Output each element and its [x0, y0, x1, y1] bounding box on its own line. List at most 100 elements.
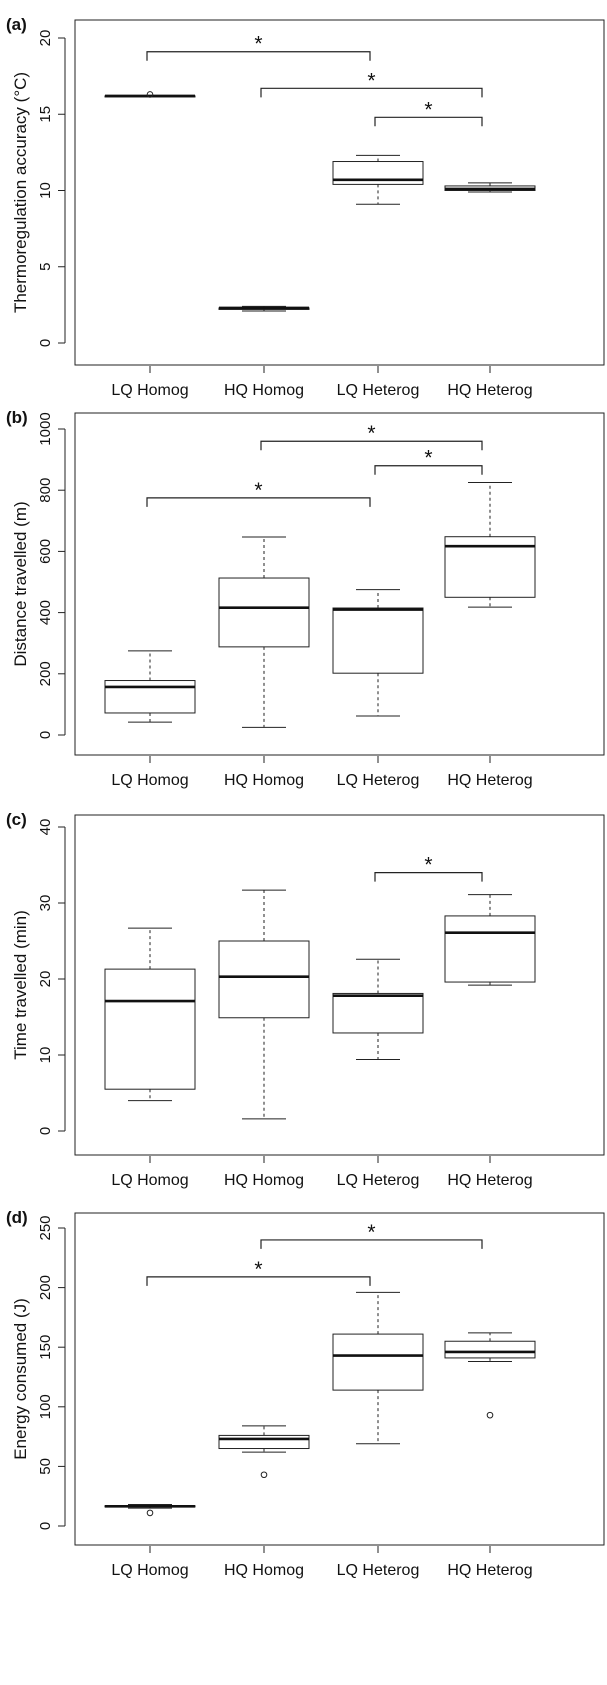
iqr-box [444, 915, 536, 983]
y-axis-label: Time travelled (min) [11, 910, 30, 1060]
box-lq-homog [104, 927, 196, 1102]
y-tick-label: 30 [37, 895, 54, 912]
significance-star: * [367, 1221, 375, 1244]
y-tick-label: 10 [37, 182, 54, 199]
iqr-box [332, 607, 424, 674]
box-hq-heterog [444, 894, 536, 986]
y-tick-label: 0 [37, 1127, 54, 1135]
y-tick-label: 10 [37, 1047, 54, 1064]
box-lq-heterog [332, 958, 424, 1061]
significance-bracket [260, 87, 483, 98]
significance-star: * [424, 854, 432, 877]
box-lq-homog [104, 91, 196, 98]
y-tick-label: 15 [37, 106, 54, 123]
x-tick-label: LQ Homog [111, 772, 188, 789]
x-tick-label: HQ Heterog [447, 772, 532, 789]
x-tick-label: HQ Homog [224, 1172, 304, 1189]
significance-bracket [146, 497, 371, 507]
x-tick-label: LQ Homog [111, 1562, 188, 1579]
iqr-box [218, 940, 310, 1019]
iqr-box [104, 968, 196, 1090]
box-hq-homog [218, 305, 310, 312]
panel-label: (a) [6, 15, 27, 34]
box-lq-heterog [332, 589, 424, 717]
y-tick-label: 0 [37, 731, 54, 739]
box-lq-homog [104, 1504, 196, 1517]
significance-star: * [254, 479, 262, 502]
y-tick-label: 0 [37, 339, 54, 347]
x-tick-label: HQ Heterog [447, 1172, 532, 1189]
x-tick-label: LQ Heterog [337, 772, 420, 789]
iqr-box [332, 992, 424, 1034]
y-tick-label: 200 [37, 1275, 54, 1300]
panel-label: (b) [6, 408, 28, 427]
x-tick-label: HQ Heterog [447, 1562, 532, 1579]
plot-frame [74, 1212, 605, 1546]
significance-bracket [374, 465, 483, 475]
panel-c: (c) Time travelled (min) 0 10 20 30 40 LQ Hom… [6, 810, 605, 1189]
box-hq-homog [218, 1425, 310, 1479]
iqr-box [444, 1340, 536, 1359]
significance-star: * [424, 447, 432, 470]
y-tick-label: 0 [37, 1522, 54, 1530]
y-tick-label: 20 [37, 971, 54, 988]
x-tick-label: LQ Heterog [337, 1172, 420, 1189]
y-tick-label: 5 [37, 263, 54, 271]
y-tick-label: 250 [37, 1215, 54, 1240]
x-tick-label: LQ Heterog [337, 382, 420, 399]
plot-frame [74, 412, 605, 756]
plot-frame [74, 814, 605, 1156]
significance-bracket [374, 116, 483, 127]
outlier-point [260, 1471, 268, 1479]
x-tick-label: HQ Homog [224, 772, 304, 789]
significance-star: * [254, 33, 262, 56]
y-tick-label: 400 [37, 600, 54, 625]
y-tick-label: 40 [37, 819, 54, 836]
significance-bracket [146, 1276, 371, 1286]
significance-bracket [260, 440, 483, 451]
outlier-point [146, 1509, 154, 1517]
y-tick-label: 50 [37, 1458, 54, 1475]
x-tick-label: HQ Homog [224, 382, 304, 399]
iqr-box [218, 1434, 310, 1450]
box-hq-homog [218, 536, 310, 728]
significance-star: * [254, 1258, 262, 1281]
significance-bracket [260, 1239, 483, 1249]
significance-star: * [424, 98, 432, 121]
box-lq-homog [104, 650, 196, 723]
box-hq-heterog [444, 482, 536, 608]
box-lq-heterog [332, 154, 424, 205]
box-hq-heterog [444, 182, 536, 193]
x-tick-label: LQ Heterog [337, 1562, 420, 1579]
y-tick-label: 1000 [37, 412, 54, 445]
y-tick-label: 20 [37, 30, 54, 47]
iqr-box [104, 680, 196, 714]
panel-label: (d) [6, 1208, 28, 1227]
y-tick-label: 100 [37, 1394, 54, 1419]
panel-b: (b) Distance travelled (m) 0 200 400 600 800… [6, 408, 605, 789]
significance-bracket [146, 51, 371, 61]
y-axis-label: Thermoregulation accuracy (°C) [11, 72, 30, 313]
panel-a: (a) Thermoregulation accuracy (°C) 0 5 10 1… [6, 15, 605, 399]
significance-star: * [367, 422, 375, 445]
y-axis-label: Energy consumed (J) [11, 1298, 30, 1460]
outlier-point [486, 1411, 494, 1419]
outlier-point [146, 91, 154, 98]
y-tick-label: 600 [37, 539, 54, 564]
iqr-box [332, 1333, 424, 1391]
plot-frame [74, 19, 605, 366]
significance-bracket [374, 872, 483, 882]
box-hq-homog [218, 889, 310, 1120]
x-tick-label: HQ Heterog [447, 382, 532, 399]
panel-label: (c) [6, 810, 27, 829]
iqr-box [218, 577, 310, 648]
x-tick-label: HQ Homog [224, 1562, 304, 1579]
y-tick-label: 150 [37, 1335, 54, 1360]
y-tick-label: 200 [37, 661, 54, 686]
x-tick-label: LQ Homog [111, 1172, 188, 1189]
panel-d: (d) Energy consumed (J) 0 50 100 150 200 250 L… [6, 1208, 605, 1579]
box-lq-heterog [332, 1291, 424, 1445]
y-tick-label: 800 [37, 478, 54, 503]
x-tick-label: LQ Homog [111, 382, 188, 399]
